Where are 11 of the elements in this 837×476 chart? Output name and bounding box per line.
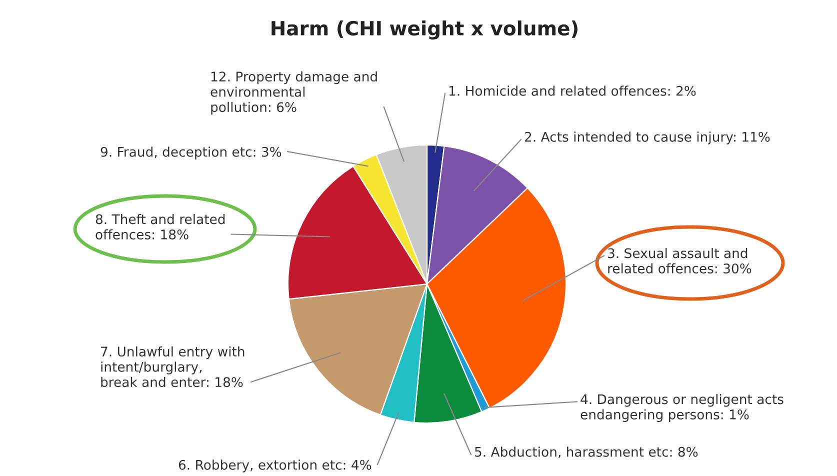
slice-label: 4. Dangerous or negligent acts endangering persons: 1%	[580, 394, 784, 422]
slice-label: 1. Homicide and related offences: 2%	[449, 86, 696, 96]
slice-label: 6. Robbery, extortion etc: 4%	[178, 460, 372, 472]
slice-label: 8. Theft and related offences: 18%	[96, 214, 225, 240]
slice-label: 3. Sexual assault and related offences: 30%	[608, 248, 752, 274]
slice-label: 5. Abduction, harassment etc: 8%	[475, 446, 698, 458]
slice-label: 12. Property damage and environmental pollution: 6%	[210, 71, 377, 115]
slice-label: 7. Unlawful entry with intent/burglary, break and enter: 18%	[101, 346, 244, 388]
slice-label: 2. Acts intended to cause injury: 11%	[524, 132, 770, 144]
slice-label: 9. Fraud, deception etc: 3%	[100, 146, 282, 160]
chart-title: Harm (CHI weight x volume)	[272, 20, 578, 40]
